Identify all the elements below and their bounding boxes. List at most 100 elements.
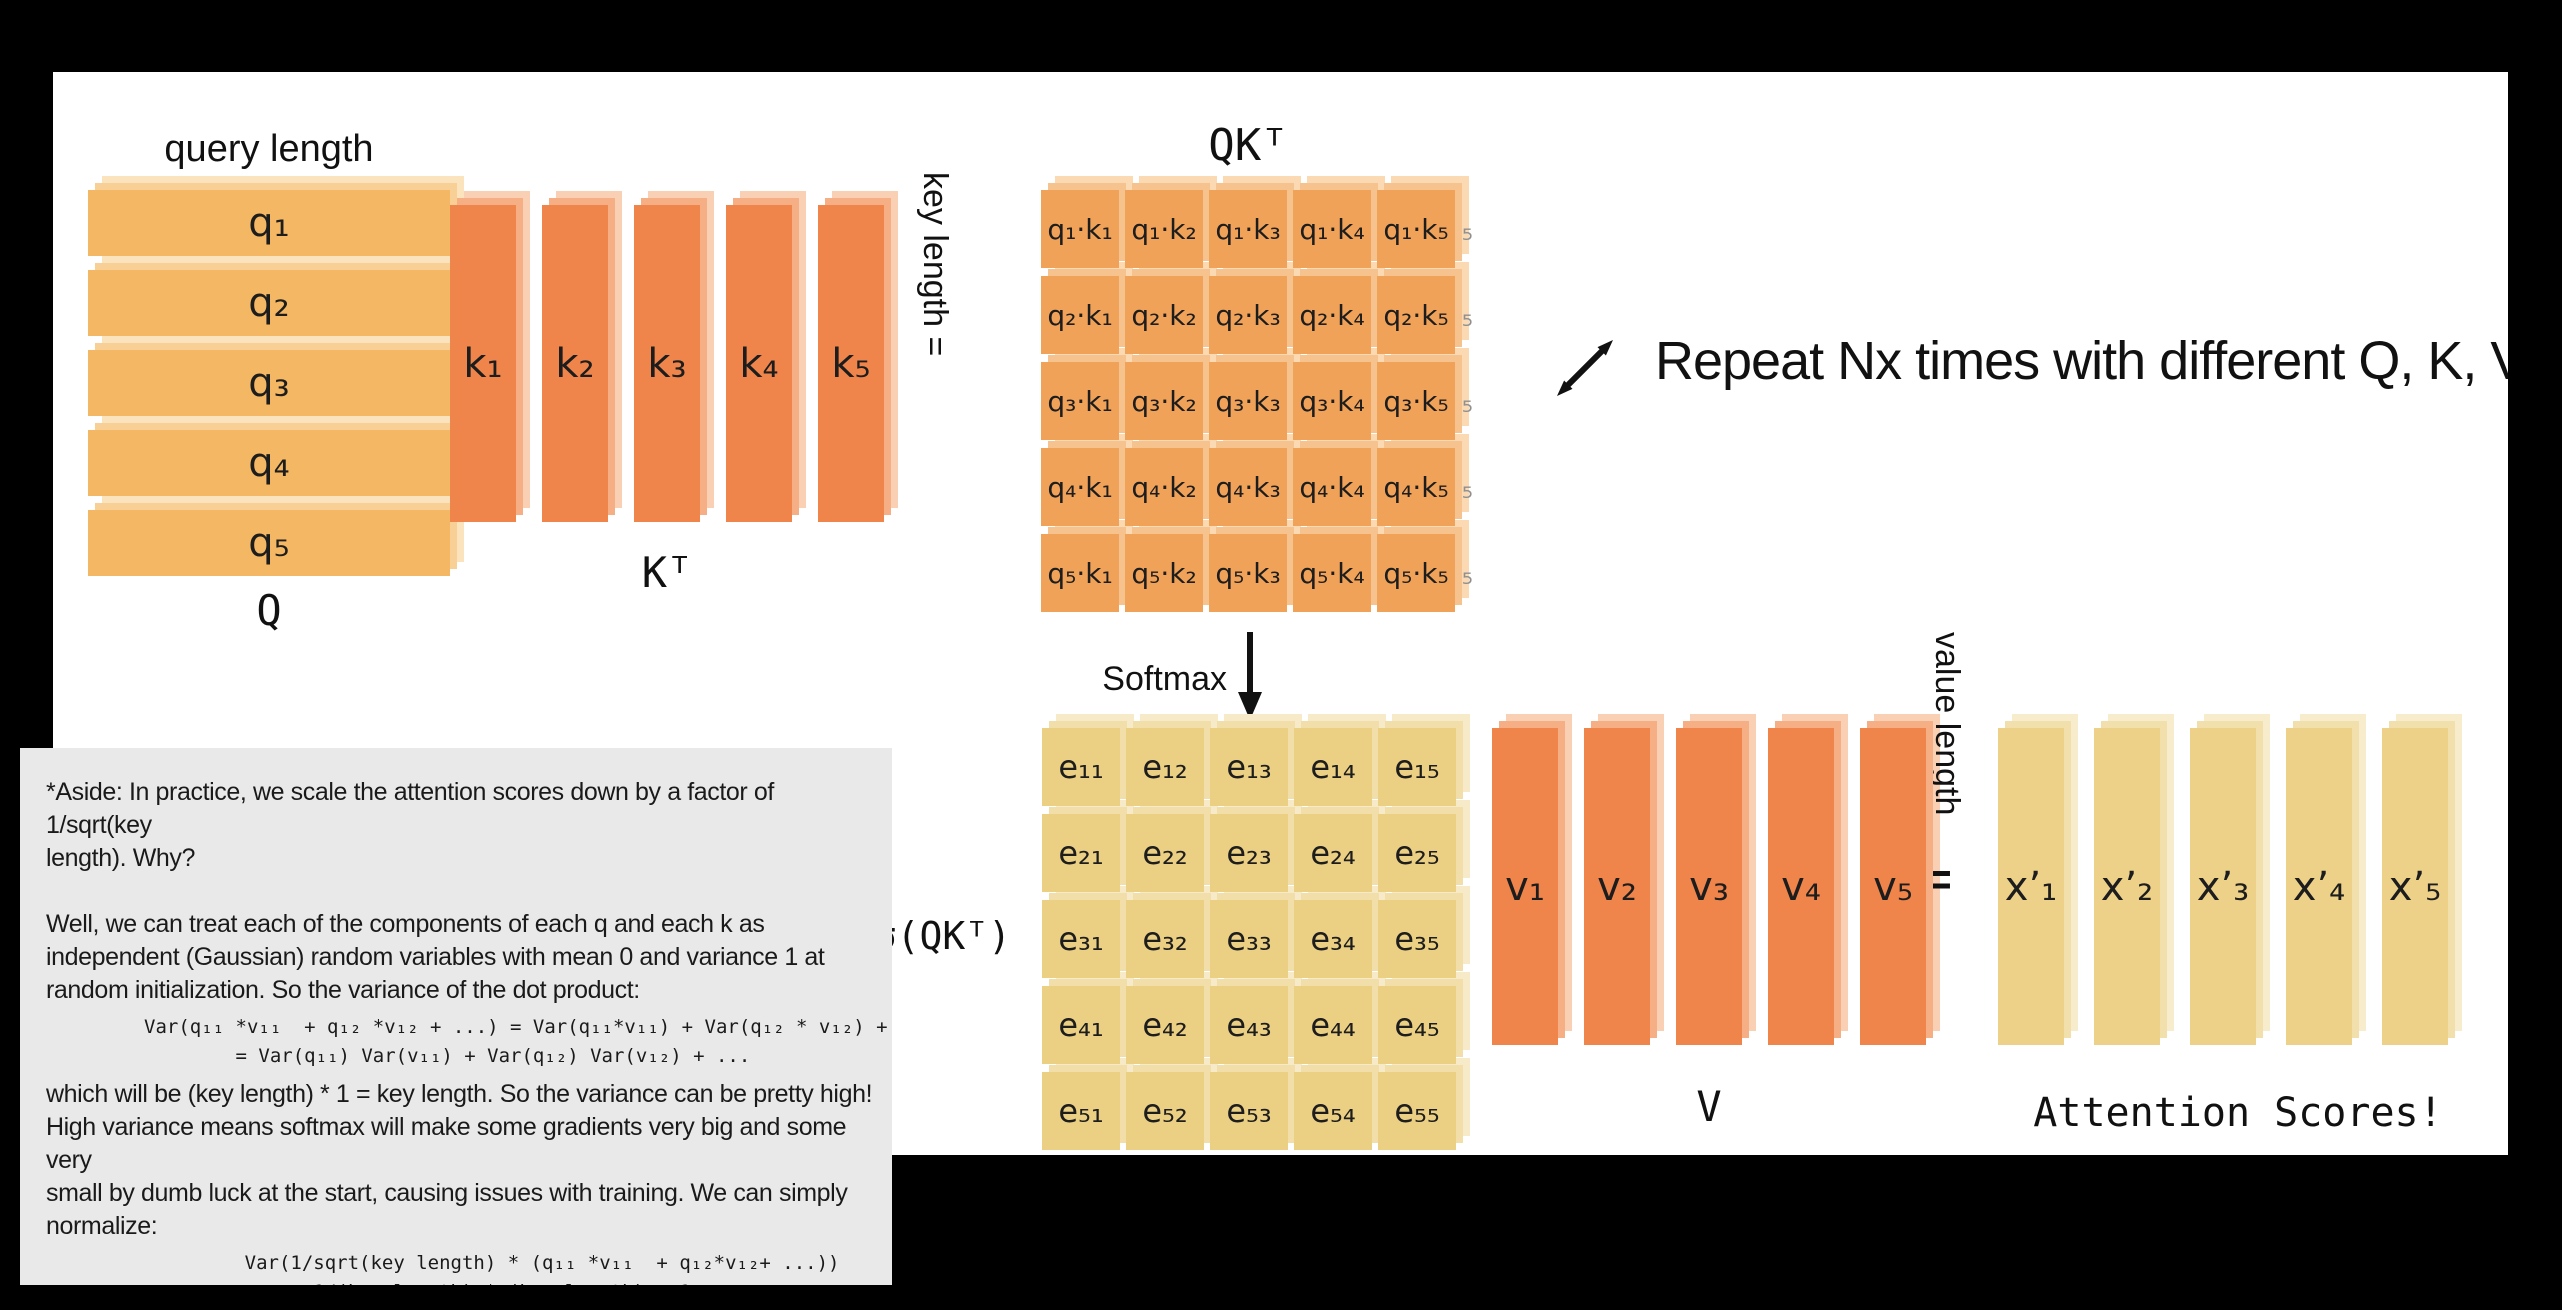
- qk-cell-ghost-subscript: ₅: [1461, 558, 1473, 592]
- softmax-label: Softmax: [1102, 660, 1227, 698]
- qk-cell-label: q₄·k₁: [1041, 448, 1119, 526]
- e-cell: e₁₂: [1126, 714, 1218, 806]
- x-col-label: x’₅: [2382, 728, 2448, 1045]
- diagonal-double-arrow-icon: [1557, 340, 1613, 396]
- v-col-bar: v₂: [1584, 714, 1664, 1045]
- query-length-label: query length: [164, 128, 374, 170]
- key-length-label: key length =: [916, 172, 954, 357]
- q-matrix: q₁ q₂ q₃ q₄ q₅: [88, 176, 464, 576]
- k-col-label: k₅: [818, 205, 884, 522]
- e-cell: e₅₁: [1042, 1058, 1134, 1150]
- e-cell-label: e₃₄: [1294, 900, 1372, 978]
- q-row-label: q₁: [88, 190, 450, 256]
- e-cell-label: e₂₃: [1210, 814, 1288, 892]
- softmax-down-arrow-icon: [1238, 632, 1262, 720]
- qk-matrix: ₁ q₁·k₁ ₂ q₁·k₂ ₃ q₁·k₃ ₄ q₁·k₄: [1041, 176, 1473, 612]
- qk-cell: ₅ q₃·k₅: [1377, 348, 1473, 440]
- q-row-label: q₅: [88, 510, 450, 576]
- v-col-label: v₅: [1860, 728, 1926, 1045]
- aside-variance-formula-2: Var(1/sqrt(key length) * (q₁₁ *v₁₁ + q₁₂…: [244, 1251, 840, 1285]
- e-cell-label: e₃₁: [1042, 900, 1120, 978]
- e-cell-label: e₄₁: [1042, 986, 1120, 1064]
- qk-cell: ₂ q₃·k₂: [1125, 348, 1221, 440]
- e-cell-label: e₄₂: [1126, 986, 1204, 1064]
- aside-note-box: *Aside: In practice, we scale the attent…: [20, 748, 892, 1285]
- e-cell: e₄₁: [1042, 972, 1134, 1064]
- qk-cell-label: q₁·k₅: [1377, 190, 1455, 268]
- k-matrix-label: Kᵀ: [641, 548, 693, 597]
- qk-cell: ₂ q₂·k₂: [1125, 262, 1221, 354]
- aside-paragraph-2: Well, we can treat each of the component…: [46, 910, 825, 1004]
- qk-cell: ₂ q₄·k₂: [1125, 434, 1221, 526]
- qk-cell-ghost-subscript: ₅: [1461, 300, 1473, 334]
- q-row-bar: q₂: [88, 256, 464, 336]
- qk-cell-label: q₂·k₁: [1041, 276, 1119, 354]
- x-col-bar: x’₂: [2094, 714, 2174, 1045]
- q-row-bar: q₁: [88, 176, 464, 256]
- e-cell: e₄₄: [1294, 972, 1386, 1064]
- qk-cell-label: q₃·k₃: [1209, 362, 1287, 440]
- x-col-label: x’₁: [1998, 728, 2064, 1045]
- k-col-bar: k₂: [542, 191, 622, 522]
- qk-cell-label: q₃·k₅: [1377, 362, 1455, 440]
- e-cell: e₂₂: [1126, 800, 1218, 892]
- e-cell: e₅₂: [1126, 1058, 1218, 1150]
- e-cell: e₄₅: [1378, 972, 1470, 1064]
- qk-cell: ₁ q₃·k₁: [1041, 348, 1137, 440]
- k-col-bar: k₃: [634, 191, 714, 522]
- e-cell-label: e₂₄: [1294, 814, 1372, 892]
- k-col-label: k₁: [450, 205, 516, 522]
- qk-cell: ₄ q₄·k₄: [1293, 434, 1389, 526]
- aside-paragraph-3: which will be (key length) * 1 = key len…: [46, 1079, 873, 1240]
- qk-matrix-title: QKᵀ: [1208, 120, 1288, 171]
- q-row-bar: q₄: [88, 416, 464, 496]
- qk-cell: ₅ q₁·k₅: [1377, 176, 1473, 268]
- x-col-label: x’₄: [2286, 728, 2352, 1045]
- e-cell: e₂₅: [1378, 800, 1470, 892]
- e-cell-label: e₂₅: [1378, 814, 1456, 892]
- e-cell-label: e₅₄: [1294, 1072, 1372, 1150]
- e-cell-label: e₁₂: [1126, 728, 1204, 806]
- qk-cell-label: q₃·k₂: [1125, 362, 1203, 440]
- qk-cell: ₄ q₁·k₄: [1293, 176, 1389, 268]
- qk-cell-label: q₄·k₃: [1209, 448, 1287, 526]
- v-col-bar: v₅: [1860, 714, 1940, 1045]
- q-row-bar: q₃: [88, 336, 464, 416]
- qk-cell: ₁ q₄·k₁: [1041, 434, 1137, 526]
- e-cell-label: e₅₁: [1042, 1072, 1120, 1150]
- v-col-label: v₄: [1768, 728, 1834, 1045]
- qk-cell: ₃ q₅·k₃: [1209, 520, 1305, 612]
- e-cell: e₂₁: [1042, 800, 1134, 892]
- qk-cell-label: q₃·k₁: [1041, 362, 1119, 440]
- qk-cell: ₂ q₁·k₂: [1125, 176, 1221, 268]
- v-col-label: v₂: [1584, 728, 1650, 1045]
- qk-cell-label: q₅·k₅: [1377, 534, 1455, 612]
- x-col-bar: x’₁: [1998, 714, 2078, 1045]
- e-cell: e₁₃: [1210, 714, 1302, 806]
- qk-cell: ₄ q₅·k₄: [1293, 520, 1389, 612]
- e-cell-label: e₂₂: [1126, 814, 1204, 892]
- e-cell: e₁₅: [1378, 714, 1470, 806]
- qk-cell-label: q₂·k₄: [1293, 276, 1371, 354]
- qk-cell-ghost-subscript: ₅: [1461, 386, 1473, 420]
- e-cell-label: e₄₃: [1210, 986, 1288, 1064]
- e-cell-label: e₃₅: [1378, 900, 1456, 978]
- qk-cell: ₄ q₂·k₄: [1293, 262, 1389, 354]
- qk-cell-label: q₄·k₄: [1293, 448, 1371, 526]
- k-col-label: k₂: [542, 205, 608, 522]
- e-cell: e₂₃: [1210, 800, 1302, 892]
- qk-cell-label: q₂·k₅: [1377, 276, 1455, 354]
- qk-cell: ₁ q₁·k₁: [1041, 176, 1137, 268]
- repeat-note-text: Repeat Nx times with different Q, K, V!: [1655, 331, 2508, 391]
- k-col-bar: k₅: [818, 191, 898, 522]
- e-cell-label: e₅₃: [1210, 1072, 1288, 1150]
- qk-cell-label: q₁·k₁: [1041, 190, 1119, 268]
- qk-cell: ₄ q₃·k₄: [1293, 348, 1389, 440]
- e-cell-label: e₄₄: [1294, 986, 1372, 1064]
- v-col-bar: v₃: [1676, 714, 1756, 1045]
- qk-cell: ₃ q₁·k₃: [1209, 176, 1305, 268]
- e-cell: e₃₂: [1126, 886, 1218, 978]
- e-cell: e₃₃: [1210, 886, 1302, 978]
- e-cell: e₂₄: [1294, 800, 1386, 892]
